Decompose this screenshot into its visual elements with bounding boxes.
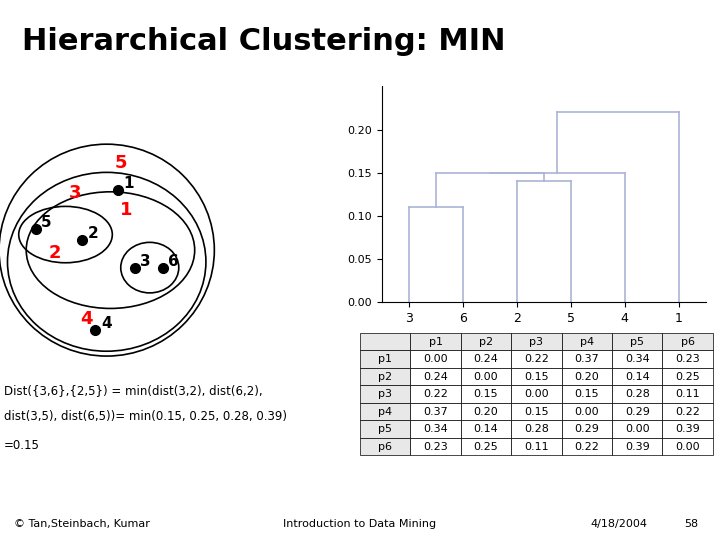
Text: 1: 1 <box>120 201 132 219</box>
Text: 4: 4 <box>81 310 93 328</box>
Text: 4: 4 <box>101 316 112 331</box>
Text: 4/18/2004: 4/18/2004 <box>590 519 647 529</box>
Text: 2: 2 <box>49 244 61 262</box>
Text: 58: 58 <box>684 519 698 529</box>
Text: Dist({3,6},{2,5}) = min(dist(3,2), dist(6,2),: Dist({3,6},{2,5}) = min(dist(3,2), dist(… <box>4 384 262 397</box>
Text: 5: 5 <box>114 154 127 172</box>
Text: Hierarchical Clustering: MIN: Hierarchical Clustering: MIN <box>22 27 505 56</box>
Text: Introduction to Data Mining: Introduction to Data Mining <box>284 519 436 529</box>
Text: dist(3,5), dist(6,5))= min(0.15, 0.25, 0.28, 0.39): dist(3,5), dist(6,5))= min(0.15, 0.25, 0… <box>4 409 287 422</box>
Text: 3: 3 <box>140 254 151 269</box>
Text: 5: 5 <box>41 215 52 230</box>
Text: 1: 1 <box>124 176 134 191</box>
Text: © Tan,Steinbach, Kumar: © Tan,Steinbach, Kumar <box>14 519 150 529</box>
Text: 3: 3 <box>69 184 82 201</box>
Text: 2: 2 <box>88 226 99 241</box>
Text: =0.15: =0.15 <box>4 438 40 451</box>
Text: 6: 6 <box>168 254 179 269</box>
